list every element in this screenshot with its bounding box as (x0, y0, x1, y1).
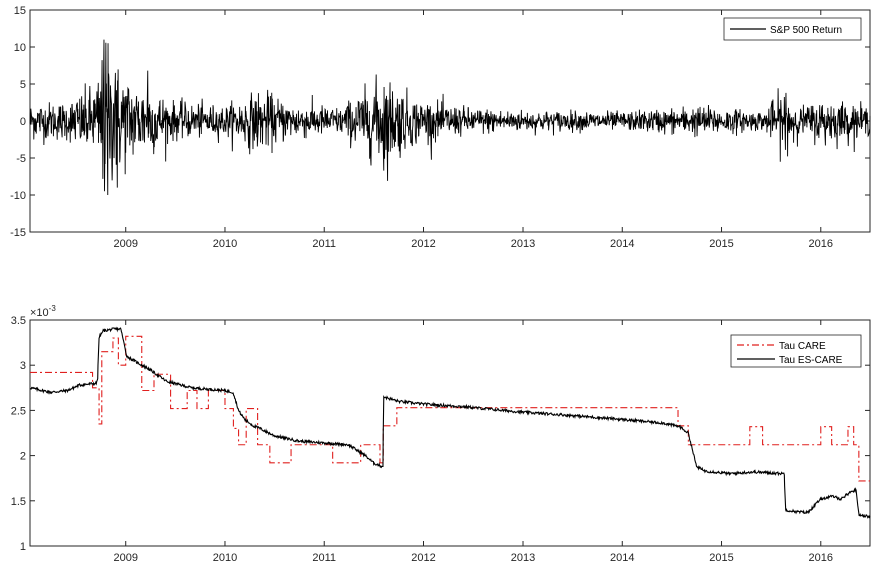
tau-series-group (29, 326, 871, 519)
returns-legend: S&P 500 Return (723, 17, 862, 41)
tau-xtick-label: 2011 (312, 552, 336, 564)
tau-legend: Tau CARE Tau ES-CARE (730, 334, 862, 368)
returns-xtick-label: 2012 (411, 238, 435, 250)
returns-xtick-label: 2015 (709, 238, 733, 250)
tau-xtick-label: 2009 (113, 552, 137, 564)
returns-ytick-label: 0 (20, 116, 26, 128)
returns-xtick-label: 2016 (809, 238, 833, 250)
legend-label-tau-es-care: Tau ES-CARE (779, 355, 843, 366)
tau-plot-area (29, 319, 871, 547)
series-tau-es-care-line (29, 326, 871, 519)
y-multiplier-exponent: -3 (49, 304, 57, 313)
tau-xtick-label: 2010 (213, 552, 237, 564)
returns-ytick-label: 15 (14, 5, 26, 17)
returns-panel: -15 -10 -5 0 5 10 15 2009 2010 2011 2012 2013 2014 20… (10, 5, 871, 250)
tau-xtick-label: 2014 (610, 552, 634, 564)
returns-legend-box (723, 17, 862, 41)
returns-axis-ticks: -15 -10 -5 0 5 10 15 2009 2010 2011 2012 2013 2014 20… (10, 5, 870, 250)
returns-ytick-label: 5 (20, 79, 26, 91)
returns-xtick-label: 2009 (113, 238, 137, 250)
tau-xtick-label: 2016 (809, 552, 833, 564)
tau-legend-box (730, 334, 862, 368)
returns-ytick-label: -15 (10, 227, 26, 239)
tau-xtick-label: 2012 (411, 552, 435, 564)
tau-ytick-label: 3.5 (11, 315, 26, 327)
returns-series-group (29, 39, 871, 196)
legend-label-tau-care: Tau CARE (779, 341, 826, 352)
tau-ytick-label: 2.5 (11, 405, 26, 417)
tau-ytick-label: 1 (20, 541, 26, 553)
returns-xtick-label: 2013 (511, 238, 535, 250)
tau-xtick-label: 2013 (511, 552, 535, 564)
tau-ytick-label: 3 (20, 360, 26, 372)
returns-ytick-label: -5 (16, 153, 26, 165)
tau-ytick-label: 1.5 (11, 496, 26, 508)
tau-axis-ticks: 1 1.5 2 2.5 3 3.5 2009 2010 2011 2012 2013 2014 2015… (11, 315, 870, 564)
returns-xtick-label: 2010 (213, 238, 237, 250)
y-multiplier-base: ×10 (30, 307, 49, 319)
returns-xtick-label: 2014 (610, 238, 634, 250)
tau-ytick-label: 2 (20, 451, 26, 463)
legend-label-sp500: S&P 500 Return (770, 25, 842, 36)
series-sp500-return-line (29, 39, 871, 196)
tau-panel: 1 1.5 2 2.5 3 3.5 2009 2010 2011 2012 2013 2014 2015… (11, 304, 871, 564)
returns-xtick-label: 2011 (312, 238, 336, 250)
y-multiplier-label: ×10-3 (30, 304, 56, 319)
tau-xtick-label: 2015 (709, 552, 733, 564)
returns-ytick-label: 10 (14, 42, 26, 54)
series-tau-care-line (30, 335, 870, 482)
returns-ytick-label: -10 (10, 190, 26, 202)
